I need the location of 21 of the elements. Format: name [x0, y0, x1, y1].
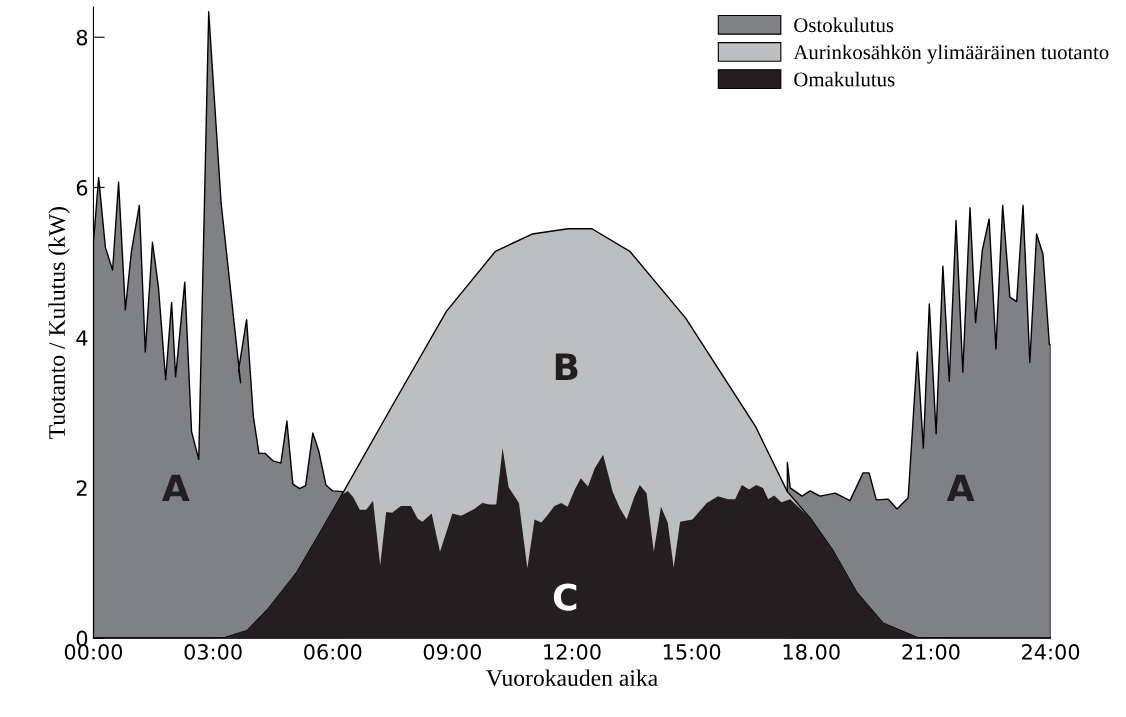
- annotation: C: [553, 583, 577, 611]
- x-tick-label: 15:00: [663, 644, 721, 660]
- x-tick-label: 18.00: [783, 644, 840, 660]
- annotation: A: [946, 474, 975, 502]
- y-tick-label: 4: [76, 330, 88, 346]
- x-tick-label: 21:00: [902, 644, 960, 660]
- y-tick-label: 6: [76, 179, 88, 196]
- y-tick-label: 8: [76, 29, 88, 46]
- y-axis-title: Tuotanto / Kulutus (kW): [48, 207, 70, 439]
- annotation: A: [161, 474, 190, 502]
- x-tick-label: 06:00: [304, 644, 362, 660]
- x-tick-label: 09:00: [423, 644, 482, 660]
- x-tick-label: 03:00: [184, 644, 242, 660]
- legend-label: Ostokulutus: [794, 17, 894, 33]
- annotation: B: [555, 353, 578, 380]
- y-tick-label: 2: [76, 480, 87, 496]
- legend-label: Aurinkosähkön ylimääräinen tuotanto: [793, 44, 1109, 64]
- x-tick-label: 12:00: [544, 644, 601, 660]
- x-axis-title: Vuorokauden aika: [486, 669, 658, 687]
- legend-label: Omakulutus: [794, 71, 895, 87]
- x-tick-label: 24:00: [1022, 644, 1080, 660]
